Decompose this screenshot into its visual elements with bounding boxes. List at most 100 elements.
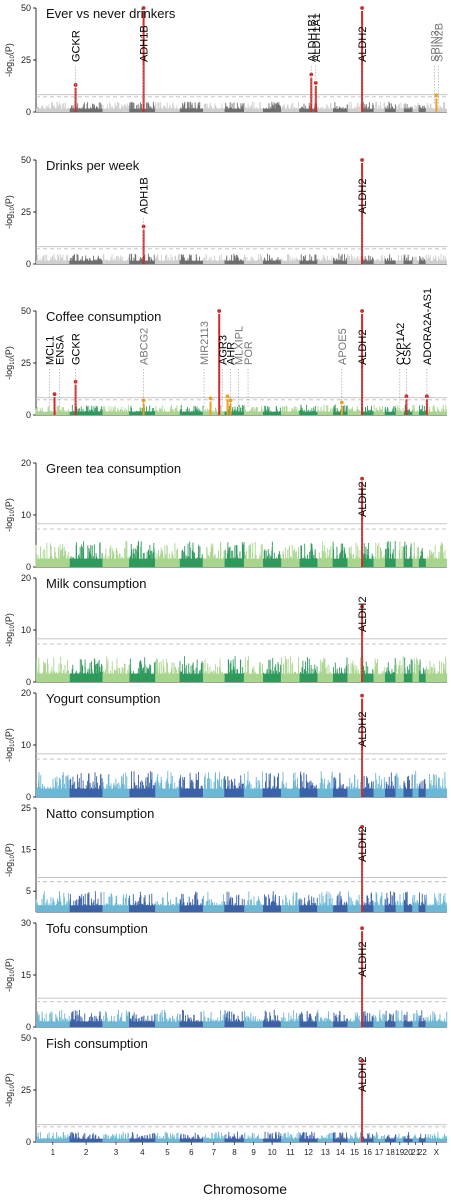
y-tick-label: 20 <box>21 573 31 583</box>
chromosome-band <box>263 411 282 415</box>
panel-6: 0 10 20 -log10(P) ALDH2 Yogurt consumption <box>4 688 447 802</box>
peak-point <box>360 693 364 698</box>
gene-label: GCKR <box>71 30 83 62</box>
y-tick-label: 0 <box>26 1022 31 1032</box>
chromosome-band <box>299 558 318 567</box>
background-points <box>35 891 447 912</box>
gene-label: AGR3 <box>217 335 229 365</box>
panel-2: 0 25 50 -log10(P) ADH1B ALDH2 Drinks per week <box>4 155 448 269</box>
y-tick-label: 0 <box>26 107 31 117</box>
chromosome-band <box>244 558 264 567</box>
chromosome-band <box>224 905 245 912</box>
peak-point <box>208 396 213 401</box>
peak-point <box>52 392 57 397</box>
y-tick-label: 25 <box>21 803 31 813</box>
chromosome-band <box>224 108 245 112</box>
background-points <box>35 404 447 415</box>
chromosome-band <box>395 108 404 112</box>
chromosome-band <box>361 260 374 264</box>
gene-label: AHR <box>226 342 238 365</box>
chromosome-band <box>418 673 426 682</box>
peak-point <box>309 72 314 77</box>
gene-label: MCL1 <box>44 336 56 365</box>
chromosome-band <box>281 411 300 415</box>
gene-label: ADH1B <box>139 177 151 214</box>
peak-point <box>217 309 222 313</box>
y-tick-label: 30 <box>21 918 31 928</box>
gene-label: ABCG2 <box>139 328 151 365</box>
chromosome-band <box>155 260 180 264</box>
chromosome-band <box>418 260 426 264</box>
background-points <box>36 253 448 264</box>
chromosome-band <box>403 673 413 682</box>
y-tick-label: 25 <box>21 207 31 217</box>
peak-point <box>360 824 364 829</box>
gene-label: APOE5 <box>337 328 349 365</box>
peak-point <box>360 604 364 609</box>
y-tick-label: 0 <box>26 410 31 420</box>
y-tick-label: 0 <box>26 677 31 687</box>
chromosome-band <box>299 673 318 682</box>
peak-point <box>141 6 146 10</box>
chromosome-band <box>299 108 318 112</box>
y-tick-label: 10 <box>21 740 31 750</box>
gene-label: POR <box>243 341 255 365</box>
chromosome-band <box>373 905 385 912</box>
y-tick-label: 15 <box>21 970 31 980</box>
chromosome-band <box>281 788 300 797</box>
chromosome-band <box>102 1021 130 1027</box>
gene-label: ALDH2 <box>357 179 369 214</box>
gene-label: ALDH1A1 <box>311 13 323 62</box>
gene-label: ALDH1B1 <box>306 13 318 62</box>
panel-4: 0 10 20 -log10(P) ALDH2 Green tea consumption <box>4 458 447 572</box>
peak-point <box>360 158 364 162</box>
chromosome-band <box>203 905 225 912</box>
chromosome-band <box>403 558 413 567</box>
chromosome-band <box>179 411 204 415</box>
chromosome-band <box>347 558 362 567</box>
peak-point <box>360 309 364 313</box>
panel-title: Coffee consumption <box>46 309 161 324</box>
y-tick-label: 10 <box>21 625 31 635</box>
y-tick-label: 25 <box>21 55 31 65</box>
y-tick-label: 25 <box>21 358 31 368</box>
y-tick-label: 15 <box>21 845 31 855</box>
chromosome-band <box>412 108 419 112</box>
chromosome-band <box>384 411 396 415</box>
y-tick-label: 20 <box>21 458 31 468</box>
y-tick-label: 20 <box>21 688 31 698</box>
panel-title: Milk consumption <box>46 576 146 591</box>
chromosome-band <box>155 1021 180 1027</box>
y-axis-label: -log10(P) <box>4 195 16 229</box>
gene-label: MIR2113 <box>199 321 211 365</box>
chromosome-band <box>395 260 404 264</box>
gene-label: CYP1A2 <box>395 323 407 365</box>
y-axis-label: -log10(P) <box>4 346 16 380</box>
y-tick-label: 0 <box>26 562 31 572</box>
chromosome-band <box>403 108 413 112</box>
y-tick-label: 0 <box>26 259 31 269</box>
gene-label: ALDH2 <box>357 597 369 632</box>
peak-point <box>225 394 230 399</box>
peak-point <box>434 93 439 98</box>
chromosome-band <box>36 411 70 415</box>
y-tick-label: 0 <box>26 792 31 802</box>
gene-label: SPIN2B <box>434 23 446 62</box>
gene-label: ALDH2 <box>357 712 369 747</box>
chromosome-band <box>361 108 374 112</box>
chromosome-band <box>412 673 419 682</box>
panel-title: Green tea consumption <box>46 461 181 476</box>
chromosome-band <box>129 558 156 567</box>
chromosome-band <box>263 673 282 682</box>
chromosome-band <box>69 558 103 567</box>
panel-5: 0 10 20 -log10(P) ALDH2 Milk consumption <box>4 573 448 687</box>
panel-title: Drinks per week <box>46 158 140 173</box>
chromosome-band <box>69 1021 103 1027</box>
chromosome-band <box>373 260 385 264</box>
chromosome-band <box>403 905 413 912</box>
background-points <box>36 656 448 682</box>
chromosome-band <box>203 411 225 415</box>
